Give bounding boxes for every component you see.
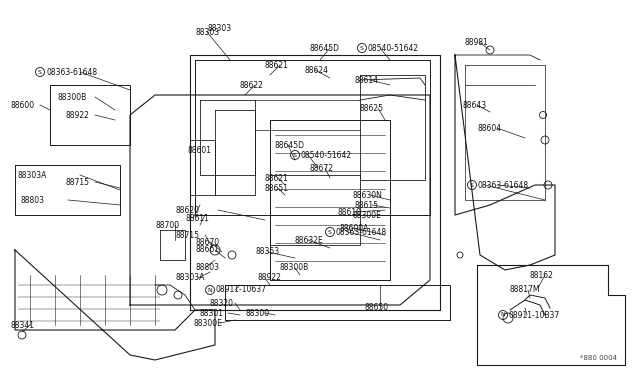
Text: 88353: 88353 <box>255 247 279 257</box>
Text: 88614: 88614 <box>355 76 379 84</box>
Text: 88620: 88620 <box>175 205 199 215</box>
Text: 88700: 88700 <box>155 221 179 230</box>
Text: *880 0004: *880 0004 <box>580 355 617 361</box>
Text: 08363-61648: 08363-61648 <box>336 228 387 237</box>
Text: 88651: 88651 <box>265 183 289 192</box>
Text: 88632E: 88632E <box>295 235 324 244</box>
Text: 88643: 88643 <box>463 100 487 109</box>
Text: 88622: 88622 <box>240 80 264 90</box>
Text: 08540-51642: 08540-51642 <box>301 151 352 160</box>
Text: N: N <box>207 288 212 292</box>
Text: 88303: 88303 <box>196 28 220 36</box>
Text: 88650: 88650 <box>365 304 389 312</box>
Text: 88803: 88803 <box>195 263 219 273</box>
Text: 88981: 88981 <box>465 38 489 46</box>
Text: 08363-61648: 08363-61648 <box>46 67 97 77</box>
Text: 88601: 88601 <box>188 145 212 154</box>
Text: 88604: 88604 <box>478 124 502 132</box>
Text: 88803: 88803 <box>20 196 44 205</box>
Text: 88303A: 88303A <box>17 170 46 180</box>
Text: 88300E: 88300E <box>193 318 222 327</box>
Text: N: N <box>500 312 506 317</box>
Text: 08911-10B37: 08911-10B37 <box>509 311 560 320</box>
Text: S: S <box>328 230 332 234</box>
Text: 88615: 88615 <box>355 201 379 209</box>
Text: S: S <box>470 183 474 187</box>
Text: 88645D: 88645D <box>275 141 305 150</box>
Text: 88300: 88300 <box>245 308 269 317</box>
Text: 88922: 88922 <box>65 110 89 119</box>
Text: 88600: 88600 <box>10 100 34 109</box>
Text: 08911-10637: 08911-10637 <box>216 285 267 295</box>
Text: 88922: 88922 <box>258 273 282 282</box>
Text: 88300B: 88300B <box>57 93 86 102</box>
Text: S: S <box>38 70 42 74</box>
Text: 08363-61648: 08363-61648 <box>478 180 529 189</box>
Text: 88303: 88303 <box>207 23 231 32</box>
Text: 88301: 88301 <box>200 308 224 317</box>
Text: 88624: 88624 <box>305 65 329 74</box>
Text: S: S <box>360 45 364 51</box>
Text: 88645D: 88645D <box>310 44 340 52</box>
Text: 88621: 88621 <box>265 61 289 70</box>
Text: 88625: 88625 <box>360 103 384 112</box>
Text: 88341: 88341 <box>10 321 34 330</box>
Text: 88672: 88672 <box>310 164 334 173</box>
Text: 88303A: 88303A <box>175 273 204 282</box>
Text: 88610: 88610 <box>338 208 362 217</box>
Text: 88611: 88611 <box>185 214 209 222</box>
Text: S: S <box>293 153 297 157</box>
Text: 88630N: 88630N <box>353 190 383 199</box>
Text: 88715: 88715 <box>65 177 89 186</box>
Text: 88670: 88670 <box>195 237 219 247</box>
Text: 88320: 88320 <box>210 298 234 308</box>
Text: 88817M: 88817M <box>510 285 541 295</box>
Text: 88621: 88621 <box>265 173 289 183</box>
Text: 88661: 88661 <box>195 246 219 254</box>
Text: 88162: 88162 <box>530 270 554 279</box>
Text: 88600A: 88600A <box>340 224 369 232</box>
Text: 88715: 88715 <box>175 231 199 240</box>
Text: 08540-51642: 08540-51642 <box>368 44 419 52</box>
Text: 88300E: 88300E <box>353 211 382 219</box>
Text: 88300B: 88300B <box>280 263 309 273</box>
